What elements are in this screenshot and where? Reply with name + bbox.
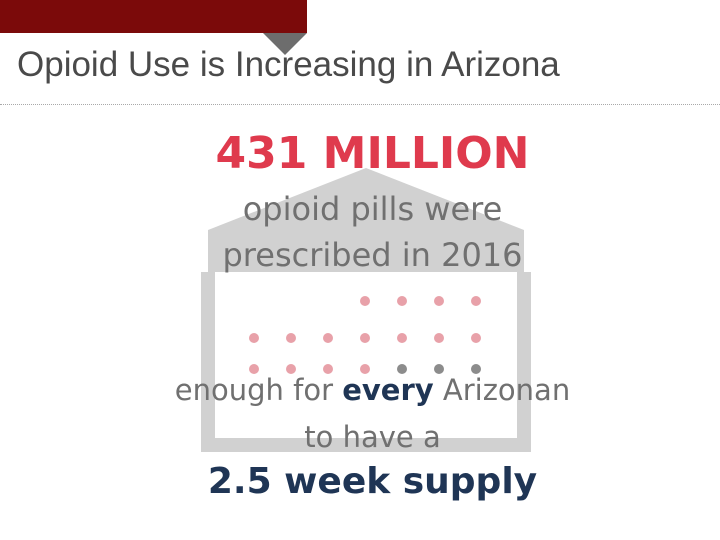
slide-title: Opioid Use is Increasing in Arizona [17,45,560,84]
enough-for-prefix: enough for [174,373,343,407]
pill-dot-gray [397,364,407,374]
pill-dot-pink [249,333,259,343]
pill-dot-pink [397,333,407,343]
pill-dot-pink [323,333,333,343]
pill-dot-pink [434,296,444,306]
pill-dot-pink [434,333,444,343]
header-accent-bar [0,0,307,33]
pill-dot-pink [249,364,259,374]
title-divider [0,104,720,105]
pill-dot-pink [360,333,370,343]
to-have-a-line: to have a [304,420,441,454]
pill-dot-pink [360,296,370,306]
headline-subtext-line-1: opioid pills were [242,190,503,228]
headline-pill-count: 431 MILLION [215,128,530,179]
every-emphasis: every [342,373,434,407]
supply-duration: 2.5 week supply [207,461,538,502]
enough-for-line: enough for every Arizonan [0,373,720,408]
pill-dot-gray [471,364,481,374]
pill-dot-pink [323,364,333,374]
arizonan-suffix: Arizonan [433,373,571,407]
headline-subtext-line-2: prescribed in 2016 [222,236,523,274]
pill-dot-pink [286,333,296,343]
header-pointer-triangle [263,33,307,55]
pill-dot-gray [434,364,444,374]
house-outline [201,272,531,452]
pill-dot-pink [397,296,407,306]
house-roof-inner [215,232,517,272]
pill-dot-pink [286,364,296,374]
pill-dot-pink [360,364,370,374]
pill-dot-pink [471,296,481,306]
pill-dot-pink [471,333,481,343]
pill-dot-grid [249,296,481,374]
